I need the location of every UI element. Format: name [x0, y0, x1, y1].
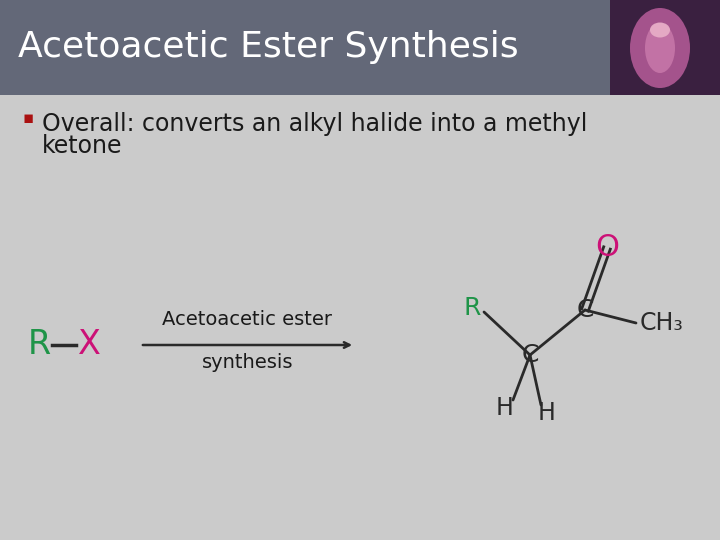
Text: R: R	[463, 296, 481, 320]
Text: C: C	[576, 298, 594, 322]
Text: X: X	[78, 328, 101, 361]
Text: CH₃: CH₃	[640, 311, 684, 335]
Text: Overall: converts an alkyl halide into a methyl: Overall: converts an alkyl halide into a…	[42, 112, 588, 136]
Text: C: C	[521, 343, 539, 367]
Text: ▪: ▪	[22, 109, 33, 127]
Ellipse shape	[650, 23, 670, 37]
Bar	[0, 0, 720, 95]
Text: Acetoacetic Ester Synthesis: Acetoacetic Ester Synthesis	[18, 30, 518, 64]
Text: ketone: ketone	[42, 134, 122, 158]
Text: H: H	[496, 396, 514, 420]
Ellipse shape	[630, 8, 690, 88]
Bar	[610, 0, 720, 95]
Text: R: R	[28, 328, 51, 361]
Text: H: H	[538, 401, 556, 425]
Text: O: O	[595, 233, 619, 262]
Text: Acetoacetic ester: Acetoacetic ester	[163, 310, 333, 329]
Ellipse shape	[645, 23, 675, 73]
Text: synthesis: synthesis	[202, 353, 293, 372]
